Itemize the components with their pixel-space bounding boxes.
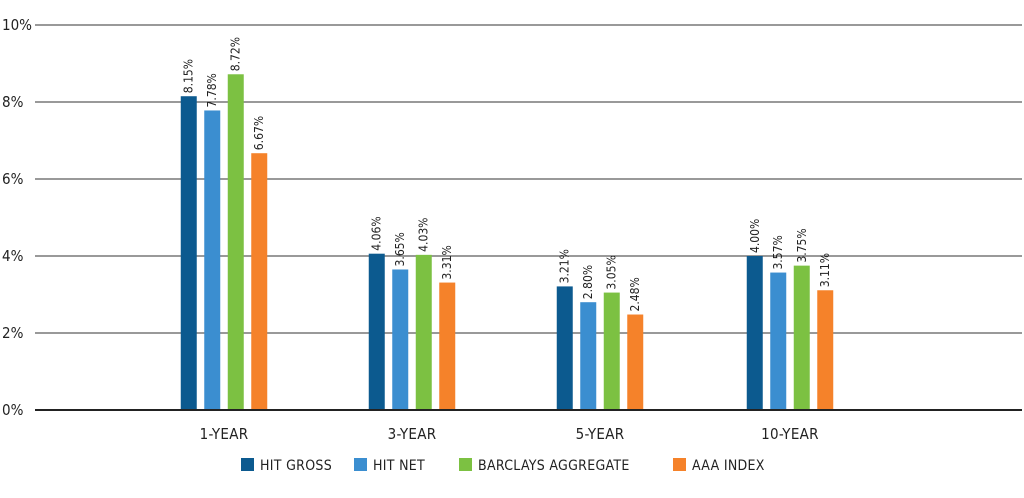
legend-label: HIT GROSS	[260, 458, 332, 474]
bar	[746, 256, 763, 410]
data-label: 3.05%	[605, 255, 619, 289]
data-label: 3.11%	[818, 253, 832, 287]
bar	[793, 265, 810, 410]
data-label: 3.21%	[558, 249, 572, 283]
bar	[556, 286, 573, 410]
y-tick-label: 10%	[2, 16, 32, 34]
category-label: 10-YEAR	[761, 425, 819, 443]
category-label: 1-YEAR	[200, 425, 249, 443]
data-label: 8.72%	[229, 37, 243, 71]
bar	[439, 282, 456, 410]
data-label: 3.65%	[393, 232, 407, 266]
legend-swatch	[241, 458, 254, 471]
bar	[817, 290, 834, 410]
category-label: 3-YEAR	[388, 425, 437, 443]
legend: HIT GROSS HIT NET BARCLAYS AGGREGATE AAA IN…	[241, 458, 765, 474]
legend-swatch	[354, 458, 367, 471]
bar	[368, 253, 385, 410]
legend-label: BARCLAYS AGGREGATE	[478, 458, 630, 474]
data-label: 4.06%	[370, 216, 384, 250]
data-label: 4.00%	[748, 219, 762, 253]
bars	[180, 74, 834, 410]
data-label: 2.80%	[581, 265, 595, 299]
bar	[415, 254, 432, 410]
data-label: 4.03%	[417, 218, 431, 252]
data-label: 6.67%	[252, 116, 266, 150]
y-tick-label: 2%	[2, 324, 24, 342]
legend-swatch	[673, 458, 686, 471]
legend-label: AAA INDEX	[692, 458, 765, 474]
data-label: 3.75%	[795, 228, 809, 262]
data-label: 2.48%	[628, 277, 642, 311]
gridlines	[35, 24, 1022, 334]
y-tick-label: 6%	[2, 170, 24, 188]
data-label: 8.15%	[182, 59, 196, 93]
bar	[580, 302, 597, 410]
legend-label: HIT NET	[373, 458, 425, 474]
bar	[227, 74, 244, 410]
bar	[603, 292, 620, 410]
bar	[627, 314, 644, 410]
bar	[204, 110, 221, 410]
y-tick-label: 4%	[2, 247, 24, 265]
x-axis-category-labels: 1-YEAR 3-YEAR 5-YEAR 10-YEAR	[200, 425, 819, 443]
bar	[180, 96, 197, 410]
data-label: 7.78%	[205, 73, 219, 107]
bar	[770, 272, 787, 410]
data-labels: 8.15% 7.78% 8.72% 6.67% 4.06% 3.65% 4.03% 3.31%…	[182, 37, 833, 312]
bar	[392, 269, 409, 410]
y-axis-tick-labels: 0% 2% 4% 6% 8% 10%	[2, 16, 32, 419]
y-tick-label: 0%	[2, 401, 24, 419]
legend-swatch	[459, 458, 472, 471]
category-label: 5-YEAR	[576, 425, 625, 443]
y-tick-label: 8%	[2, 93, 24, 111]
data-label: 3.57%	[771, 235, 785, 269]
data-label: 3.31%	[440, 245, 454, 279]
bar	[251, 153, 268, 410]
